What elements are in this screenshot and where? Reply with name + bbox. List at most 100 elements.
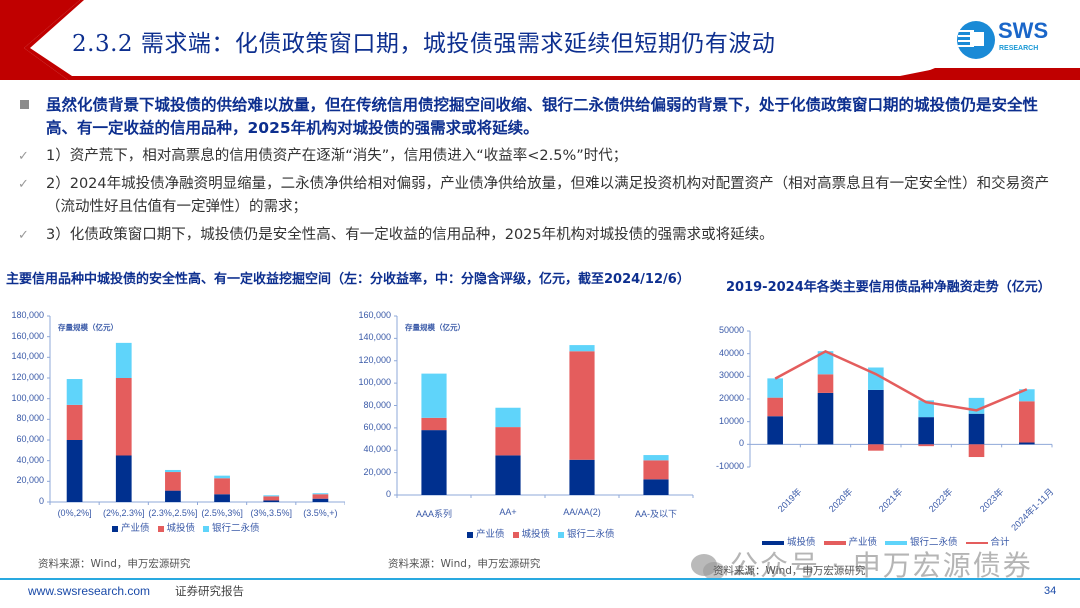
legend-swatch-icon — [965, 541, 988, 544]
y-tick-label: 160,000 — [11, 330, 44, 341]
header-decoration — [0, 0, 1080, 80]
chart-net-financing: 50000 40000 30000 20000 10000 0 -10000 2019年 202… — [700, 290, 1080, 552]
y-tick-label: 120,000 — [11, 372, 44, 382]
bar-segment — [66, 379, 83, 405]
bar-segment — [817, 374, 834, 393]
sws-globe-icon — [957, 21, 995, 59]
left-charts-title: 主要信用品种中城投债的安全性高、有一定收益挖掘空间（左：分收益率，中：分隐含评级… — [6, 272, 690, 287]
wechat-icon — [691, 554, 725, 580]
chart-legend: 产业债 城投债 银行二永债 — [112, 520, 260, 534]
legend-swatch-icon — [467, 531, 473, 538]
bar-segment — [918, 400, 934, 418]
legend-item: 银行二永债 — [203, 520, 260, 534]
y-tick-label: 20,000 — [363, 466, 391, 477]
bar-segment — [66, 404, 83, 440]
bar-segment — [767, 416, 783, 445]
y-tick-label: 180,000 — [11, 310, 44, 320]
bar-segment — [165, 490, 181, 502]
bar-segment — [66, 440, 83, 502]
sub-bullet-3: ✓ 3）化债政策窗口期下，城投债仍是安全性高、有一定收益的信用品种，2025年机… — [18, 224, 1068, 247]
x-category-label: (3.5%,+) — [303, 508, 338, 518]
bar-segment — [643, 455, 669, 461]
y-tick-label: 160,000 — [358, 310, 391, 320]
y-tick-label: 50000 — [718, 325, 744, 335]
checkmark-icon: ✓ — [18, 149, 29, 164]
bullet-list: 虽然化债背景下城投债的供给难以放量，但在传统信用债挖掘空间收缩、银行二永债供给偏… — [18, 94, 1068, 247]
y-tick-label: 40,000 — [363, 444, 391, 455]
legend-swatch-icon — [558, 531, 565, 538]
x-category-label: (2.5%,3%] — [201, 508, 243, 518]
bar-segment — [421, 373, 447, 418]
bar-segment — [263, 500, 280, 502]
bar-segment — [569, 459, 595, 495]
source-note-left: 资料来源：Wind，申万宏源研究 — [38, 558, 191, 570]
y-tick-label: 10000 — [718, 415, 744, 426]
bar-segment — [165, 472, 181, 491]
bar-segment — [115, 455, 132, 502]
bar-segment — [817, 351, 834, 375]
y-tick-label: 80,000 — [363, 399, 391, 410]
footer-divider — [0, 578, 1080, 580]
footer-website-link[interactable]: www.swsresearch.com — [28, 584, 151, 598]
legend-item: 银行二永债 — [558, 526, 615, 540]
source-note-middle: 资料来源：Wind，申万宏源研究 — [388, 558, 541, 570]
bar-segment — [115, 378, 132, 456]
legend-item: 合计 — [965, 534, 1010, 548]
sub-bullet-text: 1）资产荒下，相对高票息的信用债资产在逐渐“消失”，信用债进入“收益率<2.5%… — [46, 148, 628, 164]
x-category-label: (2%,2.3%] — [102, 508, 145, 518]
x-category-label: (3%,3.5%] — [250, 508, 292, 518]
main-bullet-text: 虽然化债背景下城投债的供给难以放量，但在传统信用债挖掘空间收缩、银行二永债供给偏… — [46, 96, 1039, 137]
sub-bullet-text: 2）2024年城投债净融资明显缩量，二永债净供给相对偏弱，产业债净供给放量，但难… — [46, 176, 1050, 215]
bar-segment — [312, 498, 329, 502]
right-chart-title: 2019-2024年各类主要信用债品种净融资走势（亿元） — [726, 280, 1051, 295]
logo-text: SWS — [998, 18, 1049, 43]
checkmark-icon: ✓ — [18, 177, 29, 192]
bar-segment — [817, 392, 834, 445]
y-tick-label: 30000 — [718, 370, 744, 381]
bar-segment — [569, 345, 595, 352]
x-category-label: (0%,2%] — [57, 508, 92, 518]
x-category-label: AAA系列 — [415, 509, 452, 519]
chart-legend: 产业债 城投债 银行二永债 — [467, 526, 615, 540]
y-tick-label: 40,000 — [16, 454, 44, 465]
bar-segment — [312, 494, 329, 499]
bar-segment — [421, 417, 447, 431]
bar-segment — [918, 417, 934, 445]
bar-segment — [495, 427, 521, 456]
legend-item: 城投债 — [157, 520, 195, 534]
chart-plot-area — [394, 315, 694, 498]
legend-item: 产业债 — [112, 520, 150, 534]
inner-axis-label: 存量规模（亿元） — [405, 323, 465, 332]
y-tick-label: 40000 — [718, 347, 744, 358]
bar-segment — [1019, 442, 1035, 445]
legend-swatch-icon — [885, 540, 908, 545]
y-tick-label: 0 — [385, 489, 391, 499]
bar-segment — [643, 460, 669, 480]
y-tick-label: 20,000 — [16, 475, 44, 486]
bar-segment — [868, 444, 884, 451]
bar-segment — [214, 475, 230, 479]
y-tick-label: 60,000 — [363, 421, 391, 432]
x-category-label: AA-及以下 — [634, 509, 677, 519]
legend-item: 城投债 — [762, 534, 816, 548]
page-number: 34 — [1044, 585, 1057, 597]
bar-segment — [918, 444, 934, 447]
y-tick-label: 20000 — [718, 393, 744, 403]
square-bullet-icon — [20, 100, 29, 109]
y-tick-label: -10000 — [715, 461, 744, 471]
x-category-label: (2.3%,2.5%] — [148, 508, 198, 518]
bar-segment — [214, 494, 230, 502]
y-tick-label: 60,000 — [16, 434, 44, 444]
y-tick-label: 100,000 — [358, 377, 391, 388]
bar-segment — [968, 413, 985, 445]
bar-segment — [868, 389, 884, 445]
legend-item: 城投债 — [512, 526, 550, 540]
watermark-text: 公众号 · 申万宏源债券 — [730, 549, 1033, 582]
legend-item: 银行二永债 — [885, 534, 958, 548]
legend-swatch-icon — [203, 525, 210, 532]
logo-subtext: RESEARCH — [999, 45, 1039, 52]
bar-segment — [495, 407, 521, 428]
bar-segment — [263, 496, 280, 501]
total-line — [774, 350, 1028, 412]
chart-legend: 城投债 产业债 银行二永债 合计 — [762, 534, 1010, 548]
